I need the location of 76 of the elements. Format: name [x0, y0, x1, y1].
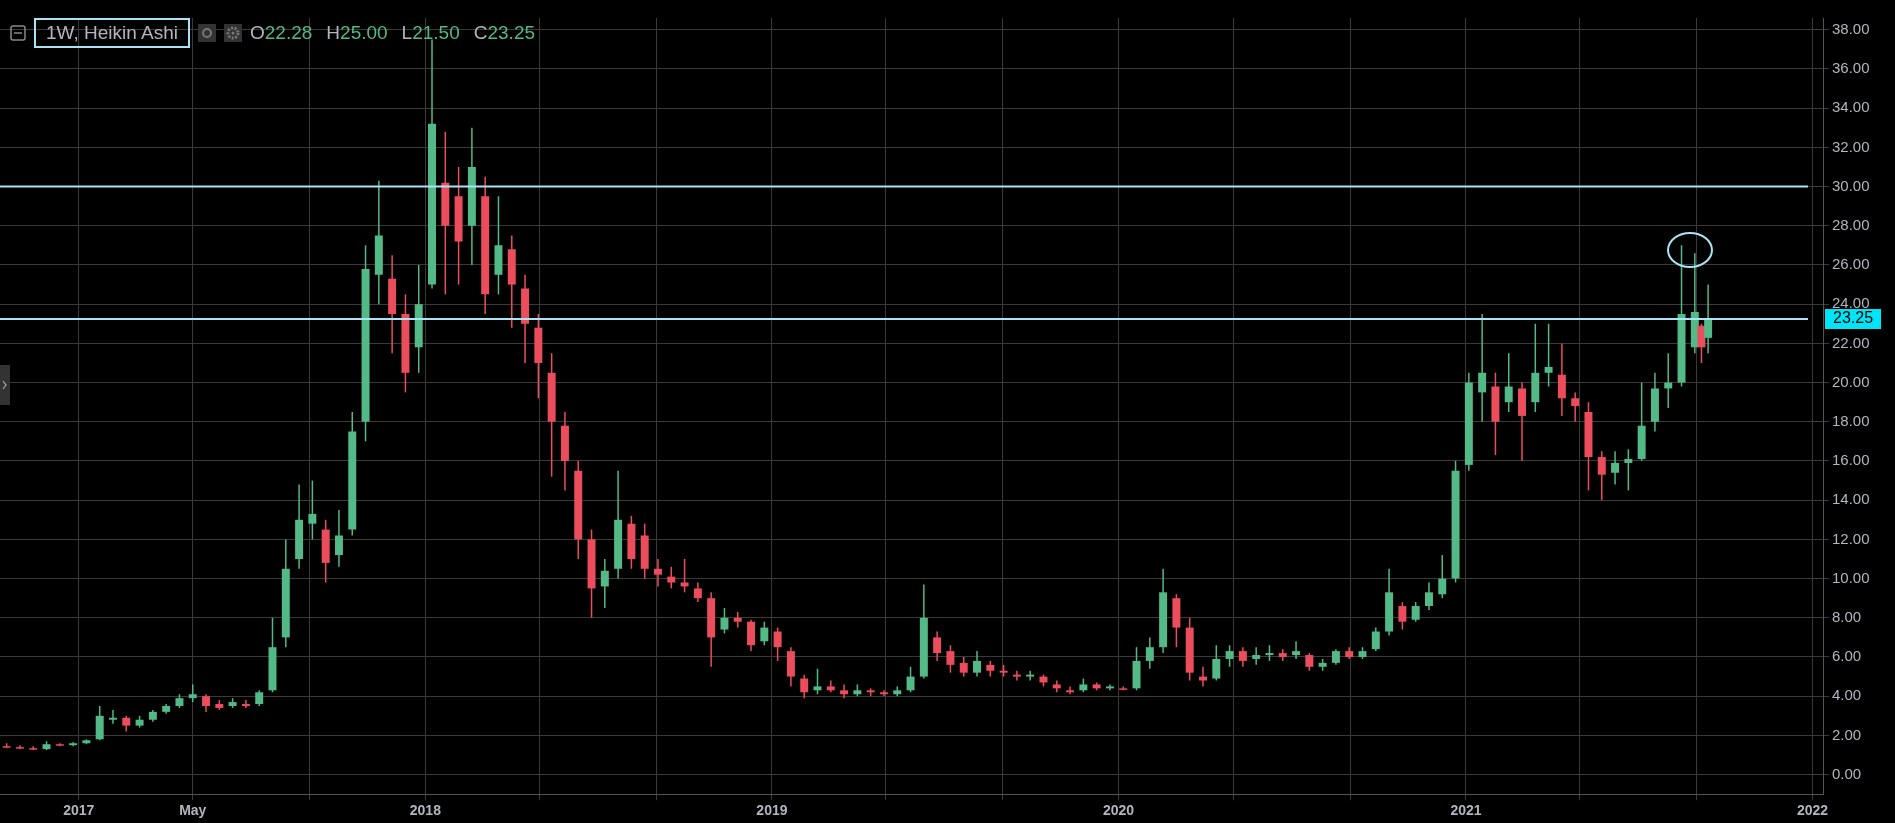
candlestick [840, 683, 849, 699]
y-tick-label: 26.00 [1832, 255, 1870, 273]
candlestick [1557, 342, 1566, 417]
candlestick [1066, 685, 1075, 695]
y-tick-label: 22.00 [1832, 333, 1870, 351]
candlestick [1544, 323, 1553, 388]
y-tick-label: 0.00 [1832, 764, 1862, 782]
candlestick [1697, 323, 1706, 364]
candlestick [1504, 352, 1513, 413]
y-tick-label: 34.00 [1832, 98, 1870, 116]
candlestick [1292, 640, 1301, 660]
candlestick [1704, 283, 1713, 354]
candlestick [1212, 644, 1221, 682]
candlestick [946, 644, 955, 674]
ref-line-label: 23.25 [1833, 309, 1874, 327]
y-tick-label: 12.00 [1832, 529, 1870, 547]
candlestick [654, 558, 662, 588]
candlestick [1371, 626, 1380, 652]
x-tick-label: 2022 [1796, 802, 1829, 819]
y-tick-label: 14.00 [1832, 490, 1870, 508]
chart-title: 1W, Heikin Ashi [34, 18, 190, 48]
y-tick-label: 30.00 [1832, 176, 1870, 194]
candlestick [747, 619, 756, 652]
candlestick [1411, 601, 1420, 623]
y-tick-label: 18.00 [1832, 411, 1870, 429]
chart-subtitle: O22.28 H25.00 L21.50 C23.25 [250, 22, 536, 43]
candlestick [1438, 554, 1447, 599]
candlestick [1252, 646, 1261, 666]
candlestick [667, 566, 676, 590]
candlestick [1398, 601, 1407, 631]
x-tick-label: 2021 [1450, 802, 1482, 819]
candlestick [800, 673, 809, 699]
y-tick-label: 28.00 [1832, 215, 1870, 233]
x-tick-label: 2017 [63, 802, 95, 819]
candlestick [933, 630, 942, 662]
y-tick-label: 16.00 [1832, 451, 1870, 469]
candlestick [1624, 448, 1633, 492]
x-tick-label: May [179, 802, 207, 819]
y-tick-label: 10.00 [1832, 568, 1870, 586]
candlestick [906, 666, 915, 694]
candlestick [1611, 450, 1620, 486]
candlestick [1424, 581, 1433, 611]
x-tick-label: 2020 [1102, 802, 1135, 819]
y-tick-label: 38.00 [1832, 19, 1870, 37]
candlestick [760, 620, 769, 646]
candlestick [1026, 669, 1035, 682]
y-tick-label: 2.00 [1832, 725, 1862, 743]
candlestick [1145, 636, 1154, 670]
candlestick [1012, 669, 1021, 682]
candlestick [973, 650, 981, 678]
candlestick [1225, 644, 1234, 668]
y-tick-label: 36.00 [1832, 59, 1870, 77]
candlestick [109, 709, 117, 725]
candlestick [959, 656, 968, 678]
y-tick-label: 20.00 [1832, 372, 1870, 390]
candlestick [95, 705, 104, 742]
candlestick [308, 479, 317, 541]
candlestick [334, 509, 343, 568]
candlestick [1238, 646, 1247, 668]
candlestick [720, 607, 729, 635]
x-tick-label: 2019 [756, 802, 788, 819]
candlestick [1571, 391, 1580, 423]
y-tick-label: 32.00 [1832, 137, 1870, 155]
candlestick [1597, 450, 1606, 501]
candlestick [1199, 666, 1207, 688]
y-tick-label: 6.00 [1832, 647, 1862, 665]
candlestick [600, 558, 609, 609]
candlestick [1478, 313, 1487, 423]
candlestick [813, 668, 822, 695]
y-tick-label: 24.00 [1832, 294, 1870, 312]
candlestick [773, 626, 782, 662]
y-tick-label: 8.00 [1832, 607, 1862, 625]
x-tick-label: 2018 [409, 802, 442, 819]
candlestick [693, 581, 702, 603]
candlestick [241, 699, 250, 709]
y-tick-label: 4.00 [1832, 686, 1862, 704]
